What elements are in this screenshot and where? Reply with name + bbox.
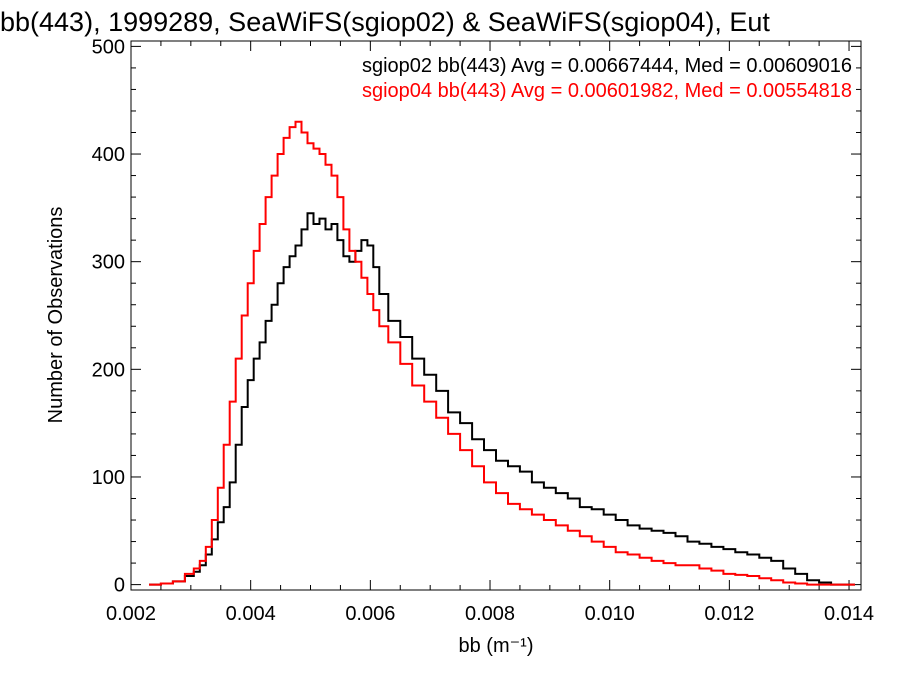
x-tick-label: 0.002 bbox=[106, 603, 156, 625]
x-tick-label: 0.010 bbox=[585, 603, 635, 625]
y-tick-label: 100 bbox=[92, 467, 125, 489]
x-tick-label: 0.004 bbox=[226, 603, 276, 625]
x-tick-label: 0.006 bbox=[345, 603, 395, 625]
y-tick-label: 0 bbox=[114, 575, 125, 597]
series-layer bbox=[149, 120, 855, 586]
x-axis-label: bb (m⁻¹) bbox=[459, 635, 534, 657]
y-tick-label: 300 bbox=[92, 252, 125, 274]
series-line-sgiop04 bbox=[149, 120, 855, 586]
y-axis: 0 100 200 300 400 500 bbox=[92, 36, 861, 597]
series-line-sgiop02 bbox=[149, 212, 855, 586]
x-tick-label: 0.012 bbox=[704, 603, 754, 625]
plot-frame bbox=[130, 40, 862, 591]
y-tick-label: 400 bbox=[92, 144, 125, 166]
x-axis: 0.002 0.004 0.006 0.008 0.010 0.012 0.014 bbox=[106, 41, 874, 625]
x-tick-label: 0.014 bbox=[824, 603, 874, 625]
chart-title: bb(443), 1999289, SeaWiFS(sgiop02) & Sea… bbox=[0, 7, 770, 37]
legend-series-sgiop02: sgiop02 bb(443) Avg = 0.00667444, Med = … bbox=[362, 55, 852, 77]
y-axis-label: Number of Observations bbox=[45, 207, 67, 424]
legend-series-sgiop04: sgiop04 bb(443) Avg = 0.00601982, Med = … bbox=[362, 80, 852, 102]
y-tick-label: 500 bbox=[92, 36, 125, 58]
y-tick-label: 200 bbox=[92, 359, 125, 381]
x-tick-label: 0.008 bbox=[465, 603, 515, 625]
